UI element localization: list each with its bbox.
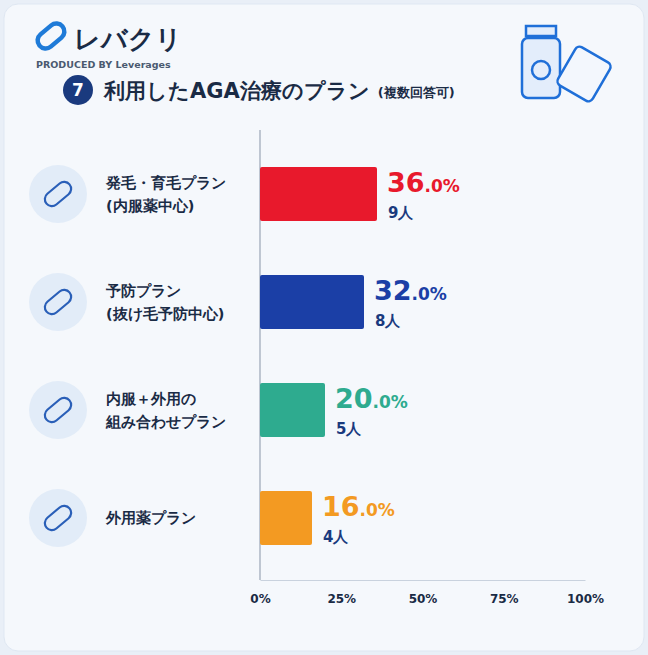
- badge: [63, 75, 93, 105]
- category-label: 発毛・育毛プラン(内服薬中心): [105, 174, 226, 214]
- bars: [260, 167, 377, 545]
- x-tick-label: 50%: [409, 592, 438, 606]
- decoration: [522, 26, 612, 103]
- bar: [260, 491, 312, 545]
- icon-bg: [29, 273, 87, 331]
- bottle: [522, 38, 560, 98]
- icon-bg: [29, 489, 87, 547]
- category-icon: [29, 273, 87, 331]
- icon-shape: [42, 287, 74, 317]
- bar: [260, 275, 364, 329]
- x-axis-line: [261, 580, 586, 581]
- value-label: 20.0%: [335, 383, 408, 414]
- logo: レバクリ PRODUCED BY Leverages: [34, 20, 182, 70]
- category-label: 予防プラン(抜け毛予防中心): [105, 283, 224, 323]
- icon-bg: [29, 165, 87, 223]
- icon-shape: [42, 503, 74, 533]
- count-label: 8人: [375, 312, 401, 330]
- blister: [556, 45, 613, 103]
- category-label: 外用薬プラン: [105, 510, 196, 526]
- count-label: 4人: [323, 528, 349, 546]
- icon-bg: [29, 381, 87, 439]
- icon-shape: [42, 395, 74, 425]
- title: 利用したAGA治療のプラン: [103, 79, 370, 103]
- x-tick: 75%: [490, 580, 519, 606]
- value-label: 16.0%: [322, 491, 395, 522]
- value-label: 36.0%: [387, 167, 460, 198]
- x-tick-label: 25%: [327, 592, 356, 606]
- chart: レバクリ PRODUCED BY Leverages 7 利用したAGA治療のプラン (…: [0, 0, 648, 655]
- category-icon: [29, 489, 87, 547]
- x-axis: 0% 25% 50% 75% 100%: [250, 580, 604, 606]
- category-label: 内服＋外用の組み合わせプラン: [105, 391, 226, 430]
- x-tick-label: 100%: [567, 592, 604, 606]
- bar: [260, 383, 325, 437]
- brand-name: レバクリ: [74, 24, 182, 54]
- subtitle: (複数回答可): [378, 85, 455, 100]
- x-tick-label: 0%: [250, 592, 270, 606]
- count-label: 9人: [388, 204, 414, 222]
- value-label: 32.0%: [374, 275, 447, 306]
- produced-by: PRODUCED BY Leverages: [36, 59, 171, 70]
- x-tick: 25%: [327, 580, 356, 606]
- bottle-label: [532, 61, 550, 79]
- x-tick-label: 75%: [490, 592, 519, 606]
- x-tick: 100%: [567, 580, 604, 606]
- logo-icon: [34, 20, 67, 52]
- x-tick: 50%: [409, 580, 438, 606]
- category-labels: 発毛・育毛プラン(内服薬中心) 予防プラン(抜け毛予防中心) 内服＋外用の組み合わせ…: [29, 165, 226, 547]
- data-labels: 36.0% 9人 32.0% 8人 20.0% 5人 16.0% 4人: [322, 167, 460, 546]
- bar: [260, 167, 377, 221]
- badge-number: 7: [72, 80, 84, 100]
- category-icon: [29, 381, 87, 439]
- count-label: 5人: [336, 420, 362, 438]
- card: [4, 4, 644, 651]
- bottle-cap: [526, 26, 556, 36]
- x-tick: 0%: [250, 580, 270, 606]
- icon-shape: [42, 179, 74, 209]
- category-icon: [29, 165, 87, 223]
